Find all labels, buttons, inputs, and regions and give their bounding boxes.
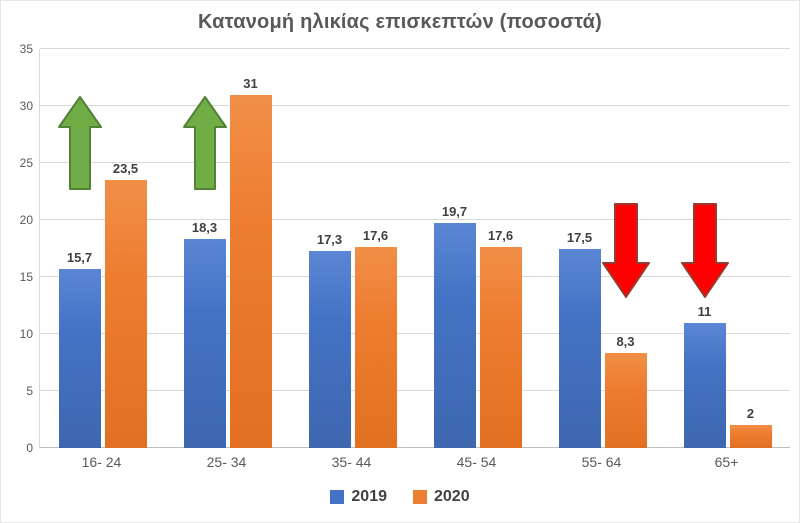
- legend-swatch-2019: [330, 490, 345, 504]
- bar-group-1: 15,7 23,5: [40, 49, 165, 448]
- bar-2019-65+: [683, 322, 726, 448]
- data-label: 2: [746, 406, 755, 422]
- bar-2020-65+: [729, 425, 772, 448]
- bar-2019-35-44: [308, 250, 351, 448]
- chart-title: Κατανομή ηλικίας επισκεπτών (ποσοστά): [197, 11, 603, 33]
- bar-2020-16-24: [104, 180, 147, 448]
- y-axis: 0 5 10 15 20 25 30 35: [1, 42, 33, 455]
- arrow-up-icon: [182, 95, 228, 191]
- gridline-35: [40, 48, 790, 49]
- bar-group-4: 19,7 17,6: [415, 49, 540, 448]
- arrow-up-icon: [57, 95, 103, 191]
- gridline-25: [40, 162, 790, 163]
- legend-item-2020: 2020: [413, 488, 470, 506]
- bar-group-5: 17,5 8,3: [540, 49, 665, 448]
- bar-group-3: 17,3 17,6: [290, 49, 415, 448]
- gridline-30: [40, 105, 790, 106]
- y-tick-label: 25: [19, 156, 33, 170]
- arrow-down-icon: [680, 202, 730, 299]
- y-tick-label: 20: [19, 213, 33, 227]
- gridline-20: [40, 219, 790, 220]
- x-axis: 16- 24 25- 34 35- 44 45- 54 55- 64 65+: [39, 454, 789, 476]
- gridline-15: [40, 276, 790, 277]
- data-label: 17,6: [362, 228, 389, 244]
- x-axis-label: 16- 24: [81, 454, 122, 470]
- plot-area: 15,7 23,5 18,3 31 17,3 17,6 19,7 17,6 17,5 8,3 11 2: [39, 48, 790, 448]
- bar-2019-16-24: [58, 269, 101, 448]
- data-label: 8,3: [616, 334, 635, 350]
- y-tick-label: 5: [26, 384, 33, 398]
- data-label: 23,5: [112, 161, 139, 177]
- data-label: 31: [243, 75, 258, 91]
- bar-2019-45-54: [433, 223, 476, 448]
- x-axis-label: 45- 54: [456, 454, 497, 470]
- bar-2020-55-64: [604, 353, 647, 448]
- y-tick-label: 15: [19, 270, 33, 284]
- legend-item-2019: 2019: [330, 488, 387, 506]
- legend-label: 2019: [351, 488, 387, 505]
- bar-2019-25-34: [183, 239, 226, 448]
- data-label: 18,3: [191, 220, 218, 236]
- y-tick-label: 30: [19, 99, 33, 113]
- x-axis-label: 65+: [714, 454, 739, 470]
- legend-label: 2020: [434, 488, 470, 505]
- x-axis-label: 25- 34: [206, 454, 247, 470]
- bar-2019-55-64: [558, 248, 601, 448]
- gridline-10: [40, 333, 790, 334]
- data-label: 19,7: [441, 204, 468, 220]
- x-axis-label: 55- 64: [581, 454, 622, 470]
- data-label: 17,5: [566, 229, 593, 245]
- data-label: 15,7: [66, 250, 93, 266]
- legend: 2019 2020: [1, 488, 799, 506]
- data-label: 17,3: [316, 231, 343, 247]
- x-axis-label: 35- 44: [331, 454, 372, 470]
- gridline-5: [40, 390, 790, 391]
- bar-2020-35-44: [354, 247, 397, 448]
- arrow-down-icon: [601, 202, 651, 299]
- y-tick-label: 0: [26, 441, 33, 455]
- legend-swatch-2020: [413, 490, 427, 504]
- bar-group-2: 18,3 31: [165, 49, 290, 448]
- bar-2020-45-54: [479, 247, 522, 448]
- data-label: 11: [697, 303, 712, 319]
- data-label: 17,6: [487, 228, 514, 244]
- bar-2020-25-34: [229, 94, 272, 448]
- y-tick-label: 10: [19, 327, 33, 341]
- gridline-0: [40, 447, 790, 448]
- y-tick-label: 35: [19, 42, 33, 56]
- bar-group-6: 11 2: [665, 49, 790, 448]
